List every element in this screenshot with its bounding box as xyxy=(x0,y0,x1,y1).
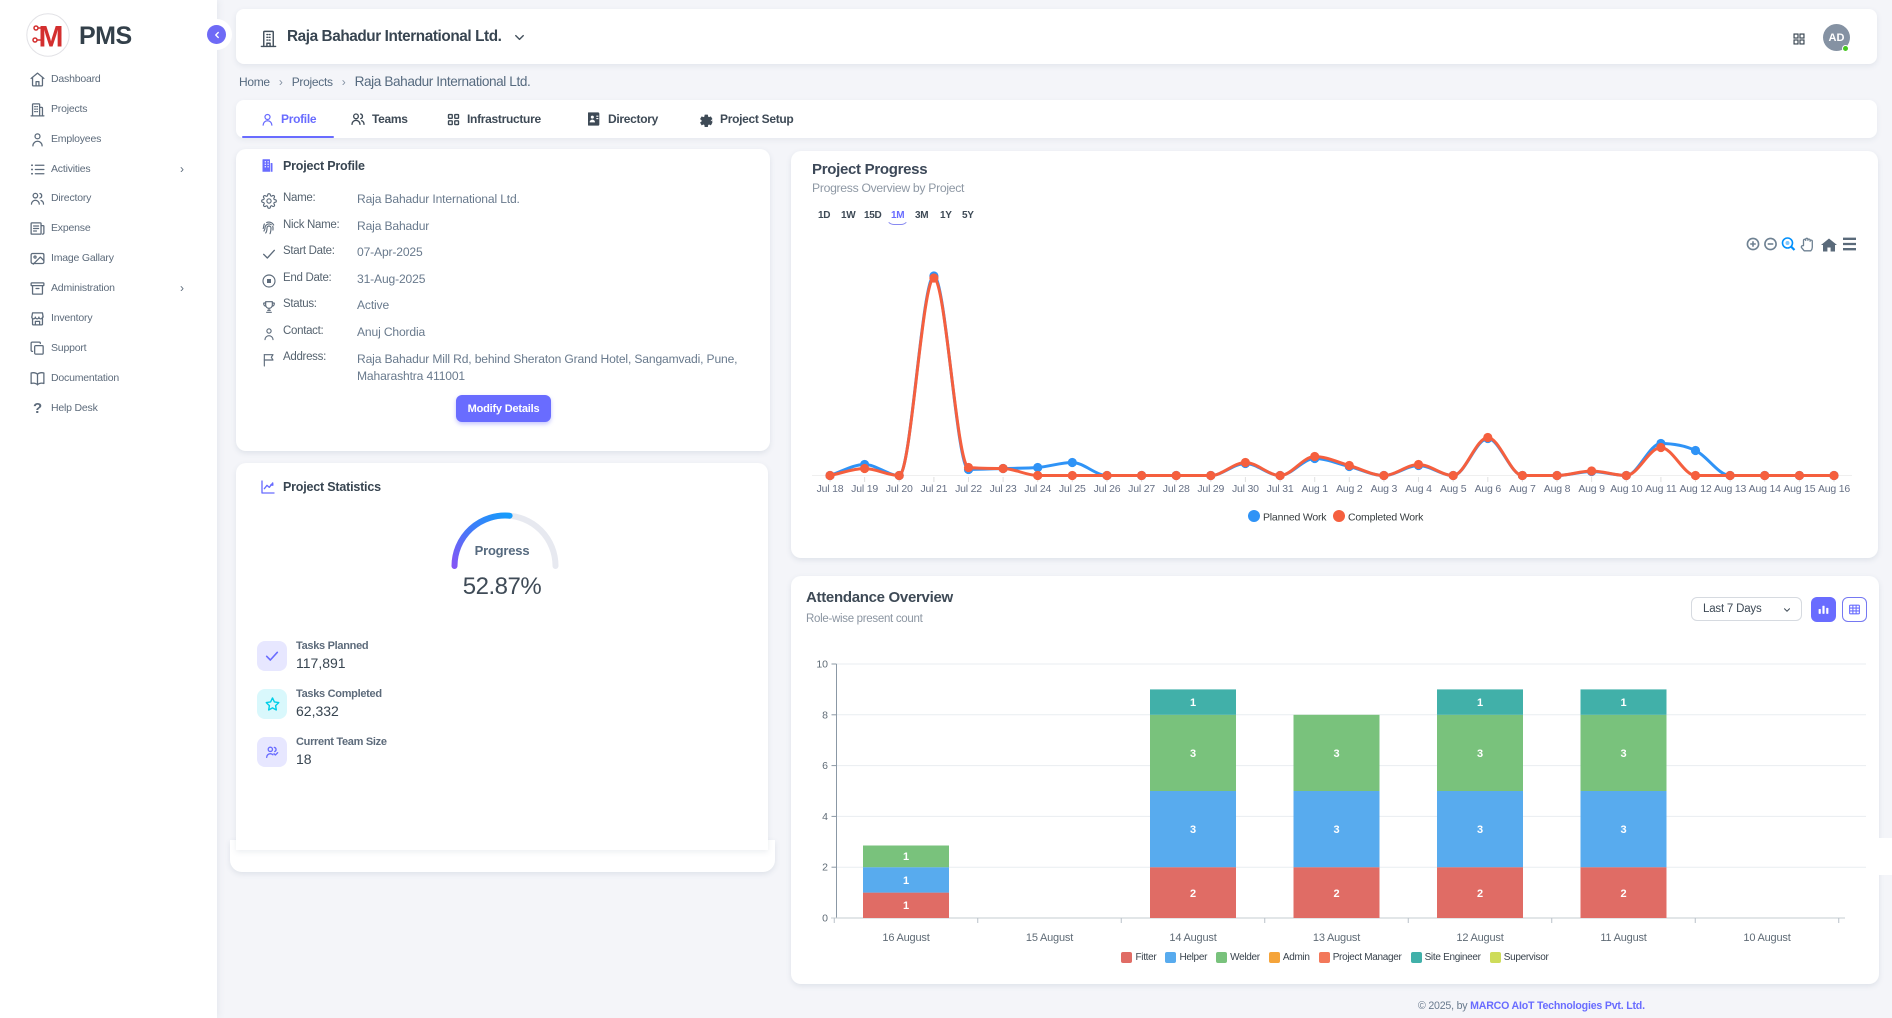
svg-text:Jul 18: Jul 18 xyxy=(817,483,844,495)
svg-text:Jul 26: Jul 26 xyxy=(1094,483,1121,495)
svg-text:Aug 1: Aug 1 xyxy=(1301,483,1328,495)
svg-text:Aug 5: Aug 5 xyxy=(1440,483,1467,495)
svg-text:3: 3 xyxy=(1477,824,1483,836)
svg-text:14 August: 14 August xyxy=(1169,932,1216,944)
svg-text:Aug 2: Aug 2 xyxy=(1336,483,1363,495)
svg-text:Completed Work: Completed Work xyxy=(1348,512,1424,524)
svg-text:10: 10 xyxy=(816,659,828,671)
svg-text:Aug 11: Aug 11 xyxy=(1645,483,1677,495)
svg-text:Jul 31: Jul 31 xyxy=(1267,483,1294,495)
svg-text:Jul 23: Jul 23 xyxy=(990,483,1017,495)
svg-text:3: 3 xyxy=(1620,824,1626,836)
svg-text:13 August: 13 August xyxy=(1313,932,1360,944)
svg-text:1: 1 xyxy=(1190,697,1196,709)
svg-text:12 August: 12 August xyxy=(1456,932,1503,944)
svg-text:3: 3 xyxy=(1620,748,1626,760)
svg-text:4: 4 xyxy=(822,811,828,823)
svg-text:2: 2 xyxy=(822,862,828,874)
svg-text:0: 0 xyxy=(822,913,828,925)
svg-text:Aug 14: Aug 14 xyxy=(1749,483,1781,495)
svg-text:3: 3 xyxy=(1190,748,1196,760)
svg-text:10 August: 10 August xyxy=(1743,932,1790,944)
svg-text:Aug 10: Aug 10 xyxy=(1610,483,1642,495)
svg-text:6: 6 xyxy=(822,760,828,772)
svg-text:Jul 19: Jul 19 xyxy=(851,483,878,495)
svg-text:Aug 4: Aug 4 xyxy=(1405,483,1432,495)
svg-text:Aug 9: Aug 9 xyxy=(1578,483,1605,495)
svg-text:Jul 21: Jul 21 xyxy=(920,483,947,495)
svg-text:2: 2 xyxy=(1190,888,1196,900)
svg-text:Jul 25: Jul 25 xyxy=(1059,483,1086,495)
svg-text:11 August: 11 August xyxy=(1600,932,1646,944)
svg-text:Jul 29: Jul 29 xyxy=(1197,483,1224,495)
svg-text:Aug 15: Aug 15 xyxy=(1783,483,1815,495)
svg-text:3: 3 xyxy=(1333,824,1339,836)
svg-text:Aug 6: Aug 6 xyxy=(1475,483,1502,495)
svg-text:Jul 28: Jul 28 xyxy=(1163,483,1190,495)
svg-text:Aug 13: Aug 13 xyxy=(1714,483,1746,495)
svg-text:Jul 30: Jul 30 xyxy=(1232,483,1259,495)
svg-text:16 August: 16 August xyxy=(882,932,929,944)
svg-text:1: 1 xyxy=(903,900,909,912)
svg-text:Jul 20: Jul 20 xyxy=(886,483,913,495)
svg-text:2: 2 xyxy=(1620,888,1626,900)
svg-text:3: 3 xyxy=(1333,748,1339,760)
svg-text:Jul 27: Jul 27 xyxy=(1128,483,1155,495)
svg-text:3: 3 xyxy=(1477,748,1483,760)
svg-text:M: M xyxy=(39,21,64,54)
svg-text:2: 2 xyxy=(1477,888,1483,900)
svg-text:Aug 8: Aug 8 xyxy=(1544,483,1571,495)
svg-text:2: 2 xyxy=(1333,888,1339,900)
svg-text:Aug 16: Aug 16 xyxy=(1818,483,1850,495)
svg-text:Aug 12: Aug 12 xyxy=(1679,483,1711,495)
svg-text:1: 1 xyxy=(903,875,909,887)
svg-text:3: 3 xyxy=(1190,824,1196,836)
svg-text:Aug 7: Aug 7 xyxy=(1509,483,1536,495)
svg-text:Planned Work: Planned Work xyxy=(1263,512,1327,524)
svg-text:Jul 22: Jul 22 xyxy=(955,483,982,495)
svg-text:15 August: 15 August xyxy=(1026,932,1073,944)
svg-text:1: 1 xyxy=(1620,697,1626,709)
svg-text:Aug 3: Aug 3 xyxy=(1371,483,1398,495)
svg-text:8: 8 xyxy=(822,709,828,721)
svg-text:1: 1 xyxy=(903,851,909,863)
svg-text:1: 1 xyxy=(1477,697,1483,709)
svg-text:Jul 24: Jul 24 xyxy=(1024,483,1051,495)
